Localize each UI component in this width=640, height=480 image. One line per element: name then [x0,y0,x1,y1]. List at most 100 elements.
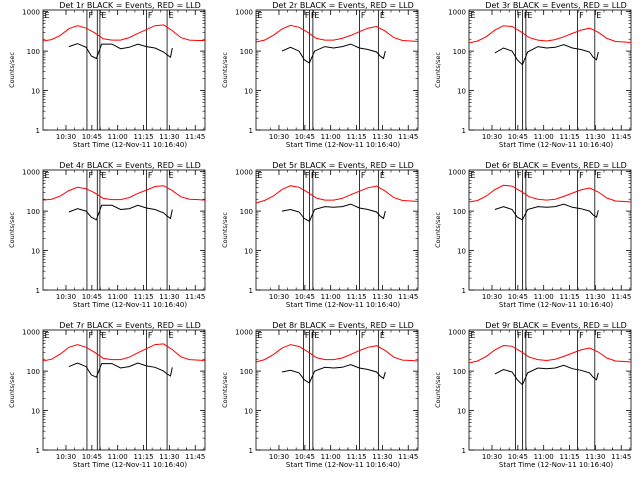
marker-label-E: E [471,331,476,340]
x-tick-label: 11:30 [585,133,605,141]
plot-frame [468,329,632,451]
x-tick-label: 10:45 [82,293,102,301]
chart-title: Det 7r BLACK = Events, RED = LLD [59,321,201,330]
y-tick-label: 100 [453,208,466,216]
marker-label-F: F [305,331,310,340]
marker-label-E: E [380,171,385,180]
marker-label-E: E [471,171,476,180]
events-series-line [281,203,386,223]
chart-title: Det 3r BLACK = Events, RED = LLD [485,1,627,10]
lld-series-line [255,185,419,204]
marker-label-E: E [596,171,601,180]
x-tick-label: 11:15 [346,453,366,461]
detector-chart-2: Det 2r BLACK = Events, RED = LLD 1 10 100 10… [221,1,419,149]
y-tick-label: 1 [462,447,466,455]
y-tick-label: 100 [27,48,40,56]
y-tick-label: 100 [240,208,253,216]
chart-title: Det 8r BLACK = Events, RED = LLD [272,321,414,330]
lld-series-line [468,184,632,203]
lld-series-line [42,24,205,42]
x-tick-label: 10:45 [295,133,315,141]
detector-chart-3: Det 3r BLACK = Events, RED = LLD 1 10 100 10… [434,1,632,149]
x-tick-label: 11:30 [585,293,605,301]
y-tick-label: 1 [249,447,253,455]
x-tick-label: 11:45 [185,293,205,301]
chart-title: Det 2r BLACK = Events, RED = LLD [272,1,414,10]
x-tick-label: 10:30 [56,453,76,461]
marker-label-F: F [88,11,93,20]
y-tick-label: 1000 [22,9,40,17]
marker-label-F: F [99,331,104,340]
marker-label-E: E [101,331,106,340]
x-tick-label: 11:00 [321,133,341,141]
x-tick-label: 10:45 [508,293,528,301]
chart-title: Det 5r BLACK = Events, RED = LLD [272,161,414,170]
x-tick-label: 10:45 [295,293,315,301]
marker-label-F: F [579,11,584,20]
plot-frame [42,9,206,131]
x-tick-label: 11:45 [611,133,631,141]
detector-chart-1: Det 1r BLACK = Events, RED = LLD 1 10 100 10… [8,1,206,149]
y-tick-label: 10 [31,88,40,96]
plot-frame [255,169,419,291]
chart-title: Det 9r BLACK = Events, RED = LLD [485,321,627,330]
events-series-line [68,362,173,378]
x-tick-label: 11:45 [611,453,631,461]
y-tick-label: 1 [462,287,466,295]
x-tick-label: 11:30 [372,453,392,461]
y-tick-label: 100 [27,208,40,216]
x-tick-label: 11:00 [534,133,554,141]
x-tick-label: 10:30 [482,453,502,461]
marker-label-F: F [88,171,93,180]
y-axis-label: Counts/sec [434,212,442,248]
marker-label-F: F [524,171,529,180]
x-tick-label: 10:30 [56,133,76,141]
x-tick-label: 11:30 [585,453,605,461]
marker-label-E: E [45,11,50,20]
marker-label-E: E [596,331,601,340]
marker-label-E: E [527,11,532,20]
x-tick-label: 11:15 [133,133,153,141]
plot-frame [468,9,632,131]
marker-label-F: F [361,11,366,20]
y-tick-label: 1000 [22,329,40,337]
y-tick-label: 1000 [22,169,40,177]
x-tick-label: 10:30 [269,133,289,141]
marker-label-F: F [311,331,316,340]
marker-label-E: E [380,11,385,20]
plot-frame [255,9,419,131]
y-tick-label: 1000 [235,9,253,17]
marker-label-E: E [258,331,263,340]
marker-label-F: F [99,171,104,180]
events-series-line [68,43,173,60]
marker-label-E: E [314,11,319,20]
x-tick-label: 10:45 [508,133,528,141]
marker-label-E: E [527,171,532,180]
y-tick-label: 10 [244,88,253,96]
marker-label-E: E [596,11,601,20]
x-tick-label: 11:00 [534,293,554,301]
x-tick-label: 11:45 [398,453,418,461]
marker-label-E: E [101,171,106,180]
events-series-line [494,364,599,386]
x-tick-label: 10:30 [269,453,289,461]
marker-label-F: F [148,11,153,20]
marker-label-F: F [579,331,584,340]
x-tick-label: 10:30 [56,293,76,301]
x-tick-label: 11:30 [159,133,179,141]
x-tick-label: 11:00 [108,453,128,461]
detector-panel-3: Det 3r BLACK = Events, RED = LLD 1 10 100 10… [426,0,639,160]
x-axis-label: Start Time (12-Nov-11 10:16:40) [499,461,613,469]
marker-label-F: F [311,171,316,180]
marker-label-F: F [361,331,366,340]
x-tick-label: 11:15 [559,453,579,461]
y-axis-label: Counts/sec [434,372,442,408]
y-axis-label: Counts/sec [221,212,229,248]
x-tick-label: 10:45 [295,453,315,461]
marker-label-E: E [527,331,532,340]
x-tick-label: 11:15 [559,293,579,301]
x-tick-label: 11:15 [133,453,153,461]
y-axis-label: Counts/sec [8,52,16,88]
lld-series-line [255,24,419,43]
marker-label-F: F [305,171,310,180]
